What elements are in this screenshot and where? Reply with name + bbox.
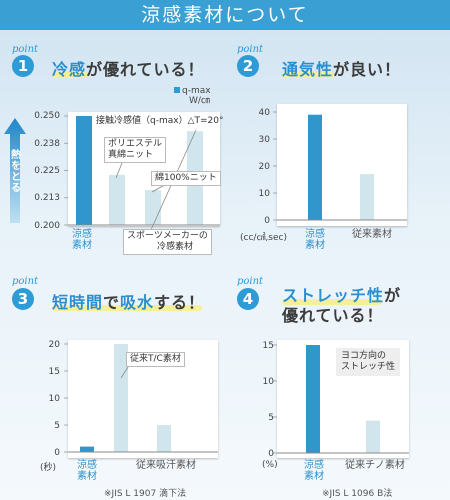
highlight-bar-4 bbox=[282, 299, 382, 305]
chart4-ytick: 5 bbox=[268, 413, 274, 423]
chart2-ytick: 0 bbox=[264, 216, 270, 226]
point-number-1: 1 bbox=[12, 55, 34, 77]
chart3-annotation: 従来T/C素材 bbox=[126, 352, 185, 367]
heading-absorption-hl2: 吸水 bbox=[120, 293, 155, 312]
heading-absorption-mid: で bbox=[103, 293, 121, 312]
heat-arrow bbox=[4, 118, 26, 223]
chart3-ytick: 20 bbox=[48, 340, 60, 350]
chart1-label-sport: スポーツメーカーの 冷感素材 bbox=[123, 229, 212, 255]
cat2-main-line2: 素材 bbox=[305, 240, 325, 251]
chart4-unit: (%) bbox=[262, 460, 278, 470]
heading-breathability: 通気性が良い！ bbox=[282, 56, 401, 80]
chart4-category-main: 涼感 素材 bbox=[299, 460, 329, 482]
cat-main-line2: 素材 bbox=[72, 240, 92, 251]
point-label-2: point bbox=[237, 44, 264, 55]
cat3-main-line2: 素材 bbox=[77, 471, 97, 482]
heading-breathability-rest: が良い！ bbox=[333, 60, 402, 79]
bar-other bbox=[109, 174, 125, 225]
cat2-main-line1: 涼感 bbox=[305, 229, 325, 240]
bar-other bbox=[114, 344, 128, 452]
chart3-ytick: 5 bbox=[54, 421, 60, 431]
legend-unit: W/㎝ bbox=[189, 96, 210, 106]
heading-absorption-rest: する！ bbox=[154, 293, 206, 312]
page-title: 涼感素材について bbox=[141, 4, 309, 26]
chart4-ytick: 10 bbox=[262, 377, 274, 387]
chart3-category-other: 従来吸汗素材 bbox=[136, 460, 196, 471]
point-label-1: point bbox=[12, 44, 39, 55]
chart2-ytick: 30 bbox=[258, 135, 270, 145]
chart1-ytick: 0.200 bbox=[34, 221, 60, 231]
heading-cooling-highlight: 冷感 bbox=[52, 60, 87, 79]
chart3-unit: (秒) bbox=[40, 463, 57, 473]
chart4-ytick: 0 bbox=[268, 449, 274, 459]
page-title-banner: 涼感素材について bbox=[0, 0, 450, 30]
bar-other bbox=[366, 420, 380, 453]
chart1-ytick: 0.250 bbox=[34, 111, 60, 121]
heading-cooling: 冷感が優れている！ bbox=[52, 56, 205, 80]
legend-swatch bbox=[174, 87, 180, 93]
ann4-line2: ストレッチ性 bbox=[341, 362, 396, 372]
chart1-legend: q-max W/㎝ bbox=[174, 86, 211, 106]
label-sport-line1: スポーツメーカーの bbox=[127, 231, 208, 241]
chart3-ytick: 0 bbox=[54, 448, 60, 458]
chart4-ytick: 15 bbox=[262, 341, 274, 351]
legend-series: q-max bbox=[182, 86, 211, 96]
chart1-label-poly: ポリエステル 真綿ニット bbox=[104, 137, 167, 163]
point-number-2: 2 bbox=[237, 55, 259, 77]
bar-main bbox=[76, 116, 92, 225]
chart2-panel bbox=[277, 104, 407, 226]
highlight-bar-2 bbox=[282, 72, 334, 78]
chart4-annotation: ヨコ方向の ストレッチ性 bbox=[336, 348, 401, 376]
heading-breathability-highlight: 通気性 bbox=[282, 60, 334, 79]
chart1-label-cotton: 綿100%ニット bbox=[151, 171, 221, 186]
cat-main-line1: 涼感 bbox=[72, 229, 92, 240]
highlight-bar-1 bbox=[52, 72, 88, 78]
chart2-ytick: 20 bbox=[258, 162, 270, 172]
chart1-ytick: 0.225 bbox=[34, 166, 60, 176]
heading-absorption-hl1: 短時間 bbox=[52, 293, 104, 312]
cat4-main-line1: 涼感 bbox=[304, 460, 324, 471]
chart4-note: ※JIS L 1096 B法 bbox=[322, 489, 393, 499]
chart4-category-other: 従来チノ素材 bbox=[345, 460, 405, 471]
chart1-ytick: 0.213 bbox=[34, 193, 60, 203]
bar-main bbox=[80, 446, 94, 452]
chart1-category-main: 涼感 素材 bbox=[68, 229, 96, 251]
chart3-category-main: 涼感 素材 bbox=[72, 460, 102, 482]
heading-stretch-rest1: が bbox=[384, 286, 402, 305]
heading-cooling-rest: が優れている！ bbox=[86, 60, 205, 79]
chart2-ytick: 40 bbox=[258, 108, 270, 118]
chart3-ytick: 10 bbox=[48, 394, 60, 404]
cat4-main-line2: 素材 bbox=[304, 471, 324, 482]
bar-main bbox=[308, 114, 322, 220]
point-label-4: point bbox=[237, 276, 264, 287]
label-sport-line2: 冷感素材 bbox=[157, 242, 194, 252]
chart1-ytick: 0.238 bbox=[34, 139, 60, 149]
chart3-ytick: 15 bbox=[48, 367, 60, 377]
heading-stretch-line2: 優れている！ bbox=[282, 306, 384, 325]
chart1-annotation: 接触冷感値（q-max）△T=20° bbox=[96, 116, 224, 126]
cat3-main-line1: 涼感 bbox=[77, 460, 97, 471]
label-poly-line2: 真綿ニット bbox=[108, 150, 154, 160]
heat-arrow-label: 熱をとる bbox=[11, 150, 21, 194]
highlight-bar-3 bbox=[52, 305, 202, 311]
ann4-line1: ヨコ方向の bbox=[341, 351, 387, 361]
bar-main bbox=[306, 345, 320, 453]
bar-other bbox=[360, 174, 374, 220]
point-number-3: 3 bbox=[12, 288, 34, 310]
heading-absorption: 短時間で吸水する！ bbox=[52, 289, 205, 313]
point-label-3: point bbox=[12, 276, 39, 287]
bar-other bbox=[157, 425, 171, 452]
chart2-category-other: 従来素材 bbox=[352, 229, 392, 240]
heading-stretch: ストレッチ性が bbox=[282, 282, 401, 306]
chart2-category-main: 涼感 素材 bbox=[300, 229, 330, 251]
chart2-ytick: 10 bbox=[258, 189, 270, 199]
point-number-4: 4 bbox=[237, 288, 259, 310]
label-poly-line1: ポリエステル bbox=[108, 139, 163, 149]
chart2-unit: (cc/㎠,sec) bbox=[240, 233, 287, 243]
chart3-note: ※JIS L 1907 滴下法 bbox=[104, 489, 187, 499]
heading-stretch-highlight: ストレッチ性 bbox=[282, 286, 385, 305]
